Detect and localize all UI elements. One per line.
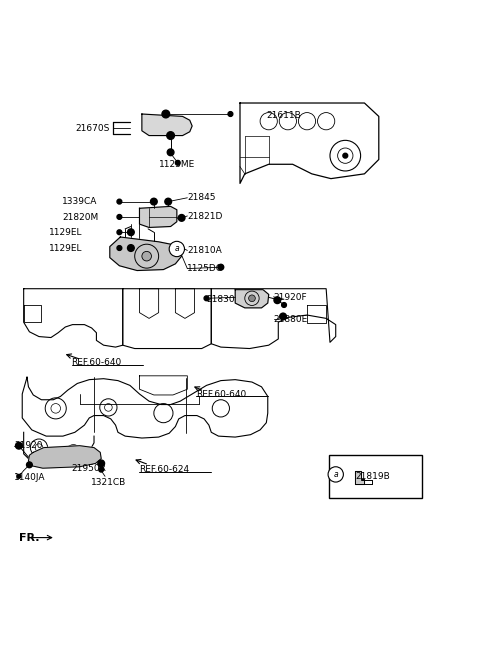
Text: 21830: 21830 [206, 295, 235, 303]
Text: 21950R: 21950R [72, 464, 107, 473]
Circle shape [142, 251, 152, 261]
Text: 1129EL: 1129EL [48, 228, 82, 237]
Text: 21880E: 21880E [274, 315, 308, 324]
Circle shape [165, 198, 171, 205]
Text: REF.60-640: REF.60-640 [196, 390, 246, 398]
Circle shape [167, 149, 174, 156]
FancyBboxPatch shape [328, 455, 422, 498]
Circle shape [280, 313, 287, 320]
Text: FR.: FR. [19, 532, 39, 543]
Circle shape [343, 153, 348, 158]
Text: 21920F: 21920F [274, 293, 307, 302]
Text: 21611B: 21611B [266, 111, 301, 120]
Circle shape [117, 199, 122, 204]
Circle shape [128, 229, 134, 235]
Circle shape [117, 246, 122, 250]
Text: 21670S: 21670S [75, 124, 109, 133]
Text: 21845: 21845 [187, 194, 216, 202]
Text: REF.60-624: REF.60-624 [140, 465, 190, 474]
Circle shape [98, 460, 105, 467]
Circle shape [218, 264, 224, 270]
Circle shape [249, 295, 255, 301]
Circle shape [178, 215, 185, 221]
Text: REF.60-640: REF.60-640 [72, 358, 122, 368]
Text: a: a [334, 470, 338, 479]
Circle shape [117, 215, 122, 219]
Circle shape [17, 474, 21, 478]
Text: 1321CB: 1321CB [91, 478, 126, 487]
Text: a: a [175, 245, 179, 254]
Circle shape [282, 303, 287, 307]
Circle shape [117, 230, 122, 235]
Text: 21820M: 21820M [62, 213, 98, 222]
Text: 1123ME: 1123ME [158, 160, 195, 169]
Text: 21810A: 21810A [187, 246, 222, 255]
Circle shape [204, 296, 209, 301]
Circle shape [26, 462, 32, 468]
Text: 1339CA: 1339CA [62, 197, 97, 206]
Circle shape [228, 112, 233, 116]
Circle shape [328, 467, 343, 482]
Text: 21821D: 21821D [187, 213, 223, 222]
Text: 21819B: 21819B [355, 472, 390, 481]
Polygon shape [140, 207, 177, 228]
Polygon shape [28, 445, 101, 468]
Polygon shape [110, 237, 181, 271]
Polygon shape [235, 290, 269, 308]
Text: 1140JA: 1140JA [14, 473, 46, 482]
Circle shape [15, 442, 22, 449]
Circle shape [167, 131, 174, 139]
Circle shape [175, 160, 180, 165]
Polygon shape [355, 471, 364, 484]
Circle shape [162, 110, 169, 118]
Polygon shape [142, 114, 192, 135]
Circle shape [99, 467, 104, 472]
Circle shape [274, 297, 281, 303]
Text: 21920: 21920 [14, 441, 43, 450]
Circle shape [151, 198, 157, 205]
Circle shape [128, 245, 134, 251]
Text: 1129EL: 1129EL [48, 243, 82, 252]
Circle shape [169, 241, 184, 256]
Text: 1125DG: 1125DG [187, 264, 224, 273]
